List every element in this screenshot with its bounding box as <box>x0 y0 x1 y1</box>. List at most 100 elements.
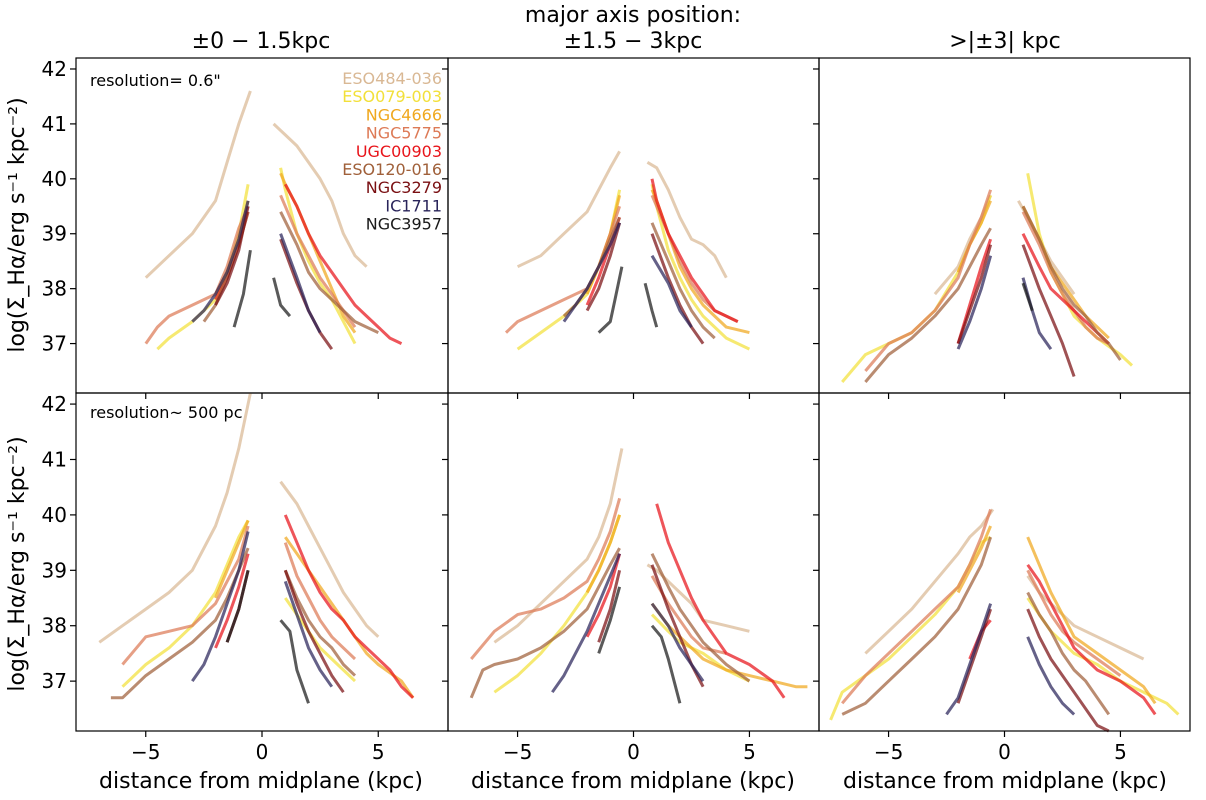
series-line-ugc00903-left <box>585 553 622 638</box>
series-line-ic1711-right <box>1021 277 1053 350</box>
y-tick-label: 37 <box>42 669 67 693</box>
x-tick-label: 0 <box>256 740 269 764</box>
y-tick-label: 38 <box>42 277 67 301</box>
series-line-ugc00903-right <box>283 183 403 345</box>
series-line-eso484-036-right <box>272 122 368 268</box>
row-label-top: resolution= 0.6" <box>90 71 221 90</box>
series-line-ngc4666-right <box>1026 536 1157 705</box>
series-line-ic1711-left <box>191 531 250 682</box>
y-tick-label: 42 <box>42 392 67 416</box>
column-title-1: ±0 − 1.5kpc <box>192 29 331 54</box>
series-line-ic1711-right <box>650 254 693 328</box>
series-line-ngc5775-left <box>144 205 250 345</box>
series-line-eso120-016-right <box>279 211 379 334</box>
series-line-ngc4666-left <box>585 514 622 594</box>
y-tick-label: 42 <box>42 57 67 81</box>
x-axis-label-1: distance from midplane (kpc) <box>99 769 423 794</box>
x-tick-label: −5 <box>874 740 903 764</box>
y-tick-label: 38 <box>42 614 67 638</box>
series-line-eso484-036-left <box>98 392 252 644</box>
legend-entry-ugc00903: UGC00903 <box>356 142 442 161</box>
series-line-ugc00903-right <box>1026 563 1157 716</box>
series-line-ngc3957-left <box>225 569 250 643</box>
x-tick-label: 5 <box>372 740 385 764</box>
series-line-eso484-036-left <box>493 448 624 644</box>
series-line-eso484-036-left <box>144 90 252 279</box>
series-line-eso079-003-left <box>121 519 250 688</box>
panel-r1-c0: 37 38 39 40 41 42 −5 0 5 <box>42 392 449 764</box>
series-line-ngc3957-left <box>232 249 252 328</box>
series-line-ngc5775-left <box>504 205 622 334</box>
series-line-eso120-016-left <box>469 547 621 699</box>
series-line-ngc3279-right <box>650 233 705 345</box>
series-line-ngc3957-left <box>597 266 624 334</box>
series-line-ngc3957-right <box>1021 282 1034 312</box>
panel-r0-c2 <box>813 57 1191 399</box>
series-line-ngc3279-right <box>1021 244 1076 377</box>
series-line-ngc4666-left <box>214 519 250 599</box>
series-line-eso079-003-right <box>650 183 751 351</box>
series-line-ngc5775-left <box>121 525 250 666</box>
series-line-ic1711-right <box>650 602 705 682</box>
series-line-ngc5775-right <box>1021 211 1110 345</box>
series-line-ic1711-left <box>191 200 250 323</box>
panels-layer: 37 38 39 40 41 42 37 38 39 40 41 42 −5 0 5 −5 0 5 −5 0 5 <box>42 57 1191 764</box>
series-line-eso120-016-right <box>283 569 357 677</box>
series-line-ic1711-right <box>1026 636 1076 716</box>
legend-entry-eso484-036: ESO484-036 <box>342 69 442 88</box>
x-tick-label: 0 <box>998 740 1011 764</box>
x-tick-label: −5 <box>503 740 532 764</box>
legend-entry-ic1711: IC1711 <box>385 196 442 215</box>
legend-entry-ngc5775: NGC5775 <box>366 124 442 143</box>
series-line-ugc00903-right <box>650 178 739 323</box>
series-line-eso079-003-left <box>493 514 622 694</box>
x-tick-label: 5 <box>743 740 756 764</box>
series-line-ugc00903-right <box>283 514 415 699</box>
column-title-2: ±1.5 − 3kpc <box>564 29 703 54</box>
series-line-ngc5775-right <box>1026 569 1122 677</box>
series-line-eso120-016-left <box>841 536 993 716</box>
series-line-ugc00903-right <box>655 503 786 699</box>
series-line-ngc5775-right <box>283 542 357 661</box>
legend-entry-ngc4666: NGC4666 <box>366 105 442 124</box>
y-axis-label-top: log(Σ_Hα/erg s⁻¹ kpc⁻²) <box>5 97 30 352</box>
y-tick-label: 41 <box>42 112 67 136</box>
series-line-ngc4666-left <box>956 525 992 594</box>
series-line-ngc3279-left <box>956 244 993 345</box>
x-axis-label-2: distance from midplane (kpc) <box>471 769 795 794</box>
series-line-ngc3279-left <box>214 205 250 306</box>
panel-r0-c1 <box>442 57 820 399</box>
series-line-eso484-036-left <box>516 150 621 269</box>
y-tick-label: 40 <box>42 167 67 191</box>
series-line-ngc3957-left <box>597 586 622 654</box>
series-line-ngc5775-left <box>470 497 622 660</box>
y-axis-label-bottom: log(Σ_Hα/erg s⁻¹ kpc⁻²) <box>5 436 30 691</box>
series-line-ic1711-left <box>551 553 621 694</box>
x-tick-label: 0 <box>627 740 640 764</box>
y-tick-label: 40 <box>42 503 67 527</box>
series-line-ic1711-left <box>562 222 621 323</box>
legend-entry-ngc3957: NGC3957 <box>366 215 442 234</box>
series-line-ic1711-left <box>945 603 993 716</box>
panel-r1-c2: −5 0 5 <box>813 392 1191 764</box>
y-tick-label: 41 <box>42 447 67 471</box>
y-tick-label: 37 <box>42 332 67 356</box>
series-line-ngc3279-right <box>283 569 345 694</box>
series-line-ic1711-right <box>279 233 322 334</box>
series-line-eso120-016-right <box>650 222 716 340</box>
series-line-eso079-003-left <box>841 194 993 383</box>
legend: ESO484-036ESO079-003NGC4666NGC5775UGC009… <box>342 69 442 234</box>
series-line-ngc3957-right <box>650 624 682 704</box>
series-line-ngc3957-right <box>643 282 659 328</box>
series-line-ngc5775-left <box>841 508 993 705</box>
series-line-ngc3957-right <box>272 277 292 318</box>
series-line-eso484-036-right <box>646 161 728 279</box>
series-line-ugc00903-left <box>214 553 250 649</box>
series-line-eso484-036-right <box>279 480 380 638</box>
x-tick-label: −5 <box>131 740 160 764</box>
series-line-eso120-016-right <box>1021 205 1122 361</box>
panel-r1-c1: −5 0 5 <box>442 392 820 764</box>
legend-entry-ngc3279: NGC3279 <box>366 178 442 197</box>
series-line-ngc3957-right <box>279 619 310 704</box>
